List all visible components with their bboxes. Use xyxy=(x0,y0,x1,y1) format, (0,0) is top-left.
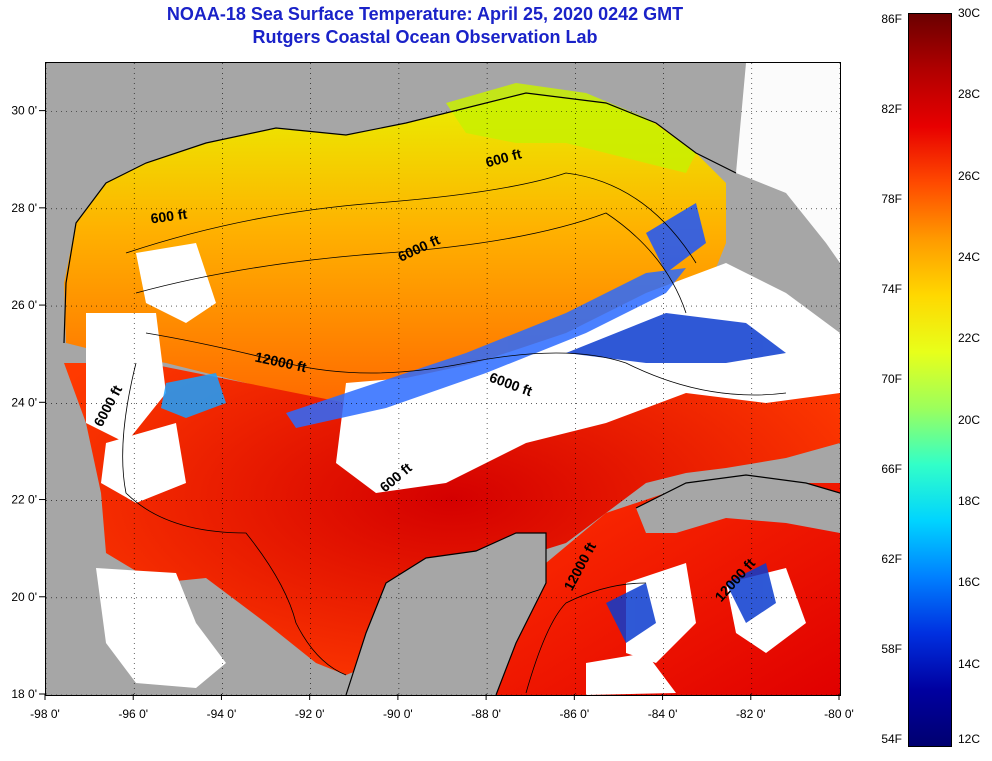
colorbar-fahrenheit-label: 62F xyxy=(881,552,902,566)
colorbar-celsius-label: 12C xyxy=(958,732,981,746)
colorbar-fahrenheit-label: 86F xyxy=(881,12,902,26)
lon-tick-label: -80 0' xyxy=(824,707,854,721)
colorbar-fahrenheit-label: 78F xyxy=(881,192,902,206)
lat-tick-label: 30 0' xyxy=(11,104,37,118)
colorbar-celsius-label: 16C xyxy=(958,575,981,590)
temperature-colorbar xyxy=(908,13,952,747)
lon-tick-label: -98 0' xyxy=(30,707,60,721)
lon-tick-label: -96 0' xyxy=(118,707,148,721)
lat-tick-label: 20 0' xyxy=(11,590,37,604)
lon-tick-label: -92 0' xyxy=(295,707,325,721)
colorbar-fahrenheit-label: 74F xyxy=(881,282,902,296)
map-title: NOAA-18 Sea Surface Temperature: April 2… xyxy=(166,4,684,24)
colorbar-celsius-label: 18C xyxy=(958,494,981,508)
coastline xyxy=(63,92,840,695)
colorbar-celsius-label: 24C xyxy=(958,250,981,264)
contour-label: 600 ft xyxy=(150,206,189,227)
lat-tick-label: 26 0' xyxy=(11,298,37,312)
lon-tick-label: -86 0' xyxy=(560,707,590,721)
gulf-water-south xyxy=(64,323,840,675)
lon-tick-label: -84 0' xyxy=(648,707,678,721)
lat-tick-label: 22 0' xyxy=(11,493,37,507)
depth-contours xyxy=(122,172,787,694)
colorbar-fahrenheit-label: 58F xyxy=(881,642,902,656)
colorbar-celsius-label: 28C xyxy=(958,87,981,102)
cuba-land xyxy=(636,475,840,533)
map-subtitle: Rutgers Coastal Ocean Observation Lab xyxy=(252,27,598,47)
lon-tick-label: -88 0' xyxy=(471,707,501,721)
lon-tick-label: -82 0' xyxy=(736,707,766,721)
colorbar-celsius-label: 14C xyxy=(958,656,981,671)
yucatan-land xyxy=(346,533,546,695)
sst-map: 600 ft 600 ft 6000 ft 12000 ft 6000 ft 6000 f… xyxy=(45,62,841,696)
lat-tick-label: 24 0' xyxy=(11,395,37,409)
colorbar-fahrenheit-label: 70F xyxy=(881,372,902,386)
lat-tick-label: 28 0' xyxy=(11,201,37,215)
graticule xyxy=(46,63,840,695)
colorbar-celsius-label: 26C xyxy=(958,168,981,183)
cool-streaks xyxy=(161,203,786,643)
colorbar-fahrenheit-label: 54F xyxy=(881,732,902,746)
lon-tick-label: -90 0' xyxy=(383,707,413,721)
lon-tick-label: -94 0' xyxy=(207,707,237,721)
colorbar-fahrenheit-label: 66F xyxy=(881,462,902,476)
colorbar-celsius-label: 30C xyxy=(958,6,981,20)
coastal-cool-water xyxy=(446,83,696,173)
lat-tick-label: 18 0' xyxy=(11,687,37,701)
colorbar-fahrenheit-label: 82F xyxy=(881,102,902,116)
colorbar-celsius-label: 22C xyxy=(958,331,981,346)
colorbar-celsius-label: 20C xyxy=(958,412,981,427)
